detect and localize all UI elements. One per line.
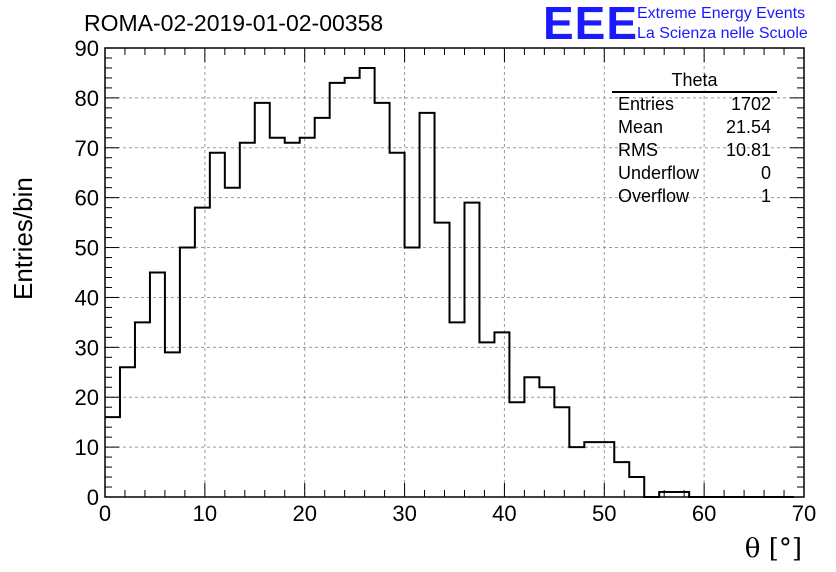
y-tick-label: 70 bbox=[75, 136, 99, 161]
stats-row-underflow: Underflow 0 bbox=[612, 162, 777, 185]
stats-value: 10.81 bbox=[725, 140, 771, 160]
chart-title: ROMA-02-2019-01-02-00358 bbox=[84, 10, 384, 36]
logo-caption-line1: Extreme Energy Events bbox=[637, 5, 806, 22]
x-tick-label: 60 bbox=[692, 501, 716, 526]
x-tick-label: 10 bbox=[193, 501, 217, 526]
x-tick-label: 30 bbox=[392, 501, 416, 526]
x-tick-label: 50 bbox=[592, 501, 616, 526]
x-tick-label: 70 bbox=[792, 501, 816, 526]
stats-label: Mean bbox=[618, 117, 664, 137]
x-axis-label: θ [°] bbox=[744, 534, 802, 564]
x-tick-label: 20 bbox=[292, 501, 316, 526]
y-tick-label: 0 bbox=[87, 485, 99, 510]
stats-value: 1702 bbox=[730, 94, 771, 114]
stats-title: Theta bbox=[612, 70, 777, 93]
stats-row-rms: RMS 10.81 bbox=[612, 139, 777, 162]
stats-label: Underflow bbox=[618, 163, 700, 183]
y-tick-label: 50 bbox=[75, 236, 99, 261]
stats-box: Theta Entries 1702 Mean 21.54 RMS 10.81 … bbox=[612, 70, 777, 208]
y-tick-label: 40 bbox=[75, 285, 99, 310]
stats-row-overflow: Overflow 1 bbox=[612, 185, 777, 208]
x-tick-label: 0 bbox=[99, 501, 111, 526]
y-tick-label: 10 bbox=[75, 435, 99, 460]
y-tick-label: 60 bbox=[75, 186, 99, 211]
eee-logo: EEE bbox=[543, 0, 639, 49]
y-tick-label: 90 bbox=[75, 36, 99, 61]
y-axis-label: Entries/bin bbox=[8, 177, 38, 300]
y-tick-label: 20 bbox=[75, 385, 99, 410]
stats-label: RMS bbox=[618, 140, 658, 160]
stats-value: 1 bbox=[760, 186, 771, 206]
stats-row-mean: Mean 21.54 bbox=[612, 116, 777, 139]
stats-row-entries: Entries 1702 bbox=[612, 93, 777, 116]
plot-frame bbox=[104, 47, 805, 498]
logo-caption: Extreme Energy Events La Scienza nelle S… bbox=[637, 4, 808, 44]
y-tick-label: 80 bbox=[75, 86, 99, 111]
stats-value: 0 bbox=[760, 163, 771, 183]
stats-label: Overflow bbox=[618, 186, 690, 206]
y-tick-label: 30 bbox=[75, 335, 99, 360]
stats-label: Entries bbox=[618, 94, 675, 114]
x-tick-label: 40 bbox=[492, 501, 516, 526]
logo-caption-line2: La Scienza nelle Scuole bbox=[637, 25, 808, 42]
stats-value: 21.54 bbox=[725, 117, 771, 137]
histogram-series bbox=[105, 66, 795, 498]
